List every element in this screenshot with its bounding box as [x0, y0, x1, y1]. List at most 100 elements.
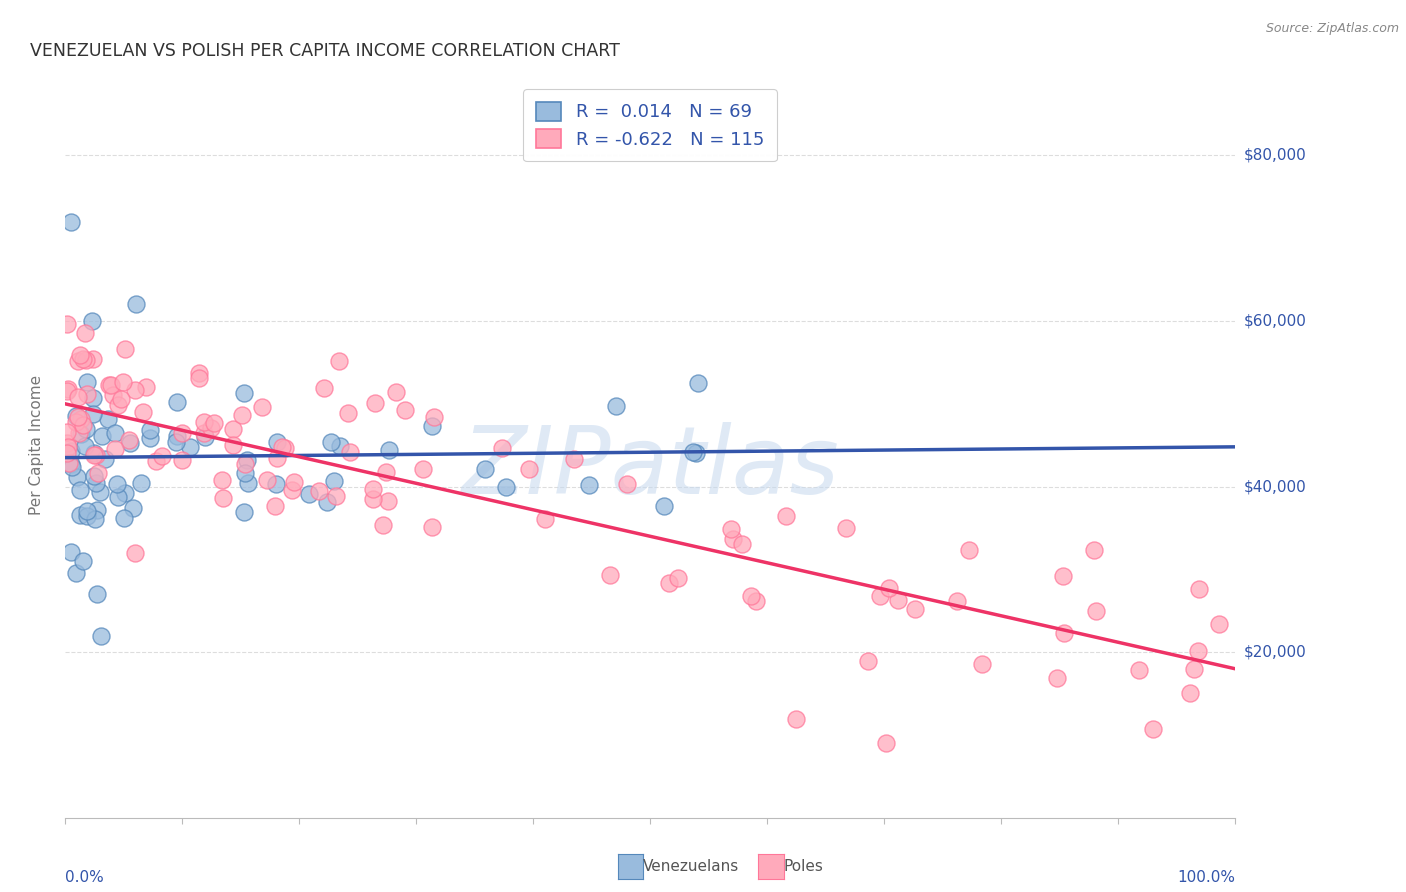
- Point: [97, 411, 120, 425]
- Point: [233, 466, 256, 480]
- Point: [179, 440, 201, 454]
- Point: [236, 453, 259, 467]
- Point: [946, 594, 969, 608]
- Point: [474, 462, 496, 476]
- Point: [91, 428, 114, 442]
- Point: [266, 476, 288, 491]
- Point: [534, 512, 557, 526]
- Point: [170, 452, 193, 467]
- Point: [90, 629, 112, 643]
- Point: [76, 509, 98, 524]
- Point: [56, 317, 79, 331]
- Point: [69, 483, 91, 497]
- Point: [904, 602, 927, 616]
- Point: [682, 445, 704, 459]
- Text: $60,000: $60,000: [1244, 313, 1306, 328]
- Point: [58, 456, 80, 470]
- Point: [104, 442, 127, 456]
- Point: [107, 490, 129, 504]
- Point: [72, 417, 94, 432]
- Point: [856, 654, 879, 668]
- Point: [56, 425, 79, 440]
- Point: [652, 499, 675, 513]
- Point: [73, 326, 96, 340]
- Point: [166, 429, 188, 443]
- Point: [66, 470, 89, 484]
- Point: [658, 576, 681, 591]
- Point: [325, 489, 347, 503]
- Point: [605, 399, 627, 413]
- Point: [89, 485, 111, 500]
- Point: [420, 419, 443, 434]
- Point: [423, 409, 446, 424]
- Point: [65, 415, 87, 429]
- Point: [67, 426, 90, 441]
- Point: [86, 587, 108, 601]
- Point: [578, 478, 600, 492]
- Point: [193, 425, 215, 440]
- Text: ZIPatlas: ZIPatlas: [461, 422, 839, 513]
- Point: [688, 376, 710, 390]
- Point: [731, 537, 754, 551]
- Point: [76, 503, 98, 517]
- Point: [1052, 569, 1074, 583]
- Text: $40,000: $40,000: [1244, 479, 1306, 494]
- Point: [363, 482, 385, 496]
- Point: [93, 452, 115, 467]
- Point: [104, 425, 127, 440]
- Text: VENEZUELAN VS POLISH PER CAPITA INCOME CORRELATION CHART: VENEZUELAN VS POLISH PER CAPITA INCOME C…: [30, 42, 620, 60]
- Point: [82, 392, 104, 406]
- Point: [256, 473, 278, 487]
- Point: [139, 431, 162, 445]
- Point: [84, 512, 107, 526]
- Point: [65, 566, 87, 581]
- Point: [60, 459, 83, 474]
- Point: [97, 377, 120, 392]
- Point: [75, 353, 97, 368]
- Point: [412, 462, 434, 476]
- Point: [1208, 617, 1230, 632]
- Text: Venezuelans: Venezuelans: [643, 859, 740, 873]
- Point: [666, 571, 689, 585]
- Point: [312, 381, 335, 395]
- Point: [124, 383, 146, 397]
- Point: [112, 375, 135, 389]
- Point: [125, 297, 148, 311]
- Point: [75, 422, 97, 436]
- Point: [204, 416, 226, 430]
- Point: [775, 509, 797, 524]
- Point: [124, 546, 146, 560]
- Point: [139, 424, 162, 438]
- Point: [377, 443, 399, 458]
- Point: [80, 314, 103, 328]
- Point: [56, 383, 79, 397]
- Point: [69, 426, 91, 441]
- Point: [100, 378, 122, 392]
- Point: [83, 446, 105, 460]
- Point: [67, 410, 90, 425]
- Point: [1046, 671, 1069, 685]
- Point: [517, 461, 540, 475]
- Point: [238, 476, 260, 491]
- Point: [129, 475, 152, 490]
- Point: [76, 376, 98, 390]
- Point: [86, 502, 108, 516]
- Point: [319, 434, 342, 449]
- Point: [377, 493, 399, 508]
- Point: [1182, 662, 1205, 676]
- Point: [887, 593, 910, 607]
- Point: [222, 422, 245, 436]
- Point: [114, 486, 136, 500]
- Point: [69, 508, 91, 523]
- Point: [1085, 604, 1108, 618]
- Point: [84, 448, 107, 462]
- Point: [122, 500, 145, 515]
- Point: [187, 366, 209, 380]
- Point: [200, 421, 222, 435]
- Point: [1187, 644, 1209, 658]
- Point: [328, 354, 350, 368]
- Point: [879, 581, 901, 595]
- Point: [82, 407, 104, 421]
- Point: [83, 448, 105, 462]
- Point: [132, 405, 155, 419]
